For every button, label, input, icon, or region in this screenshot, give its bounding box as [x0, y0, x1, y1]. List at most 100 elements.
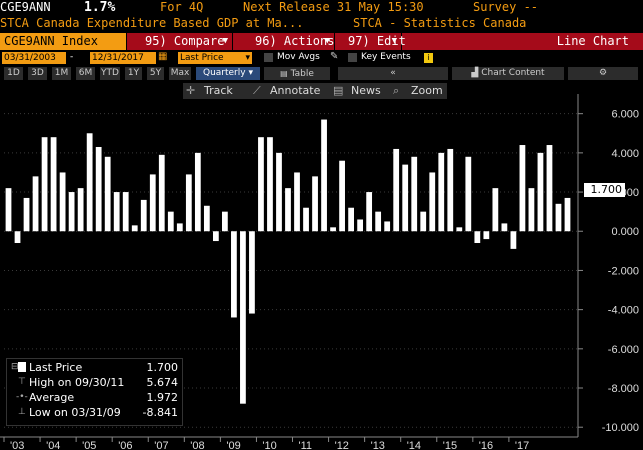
ticker: CGE9ANN	[0, 0, 51, 14]
chevron-down-icon: ▾	[245, 53, 250, 63]
chevron-down-icon: ▼	[391, 36, 397, 46]
bar	[95, 146, 102, 232]
annotate-icon[interactable]: ⟋	[253, 84, 261, 97]
bar	[465, 156, 472, 232]
security-description: STCA Canada Expenditure Based GDP at Ma.…	[0, 16, 304, 30]
range-1y[interactable]: 1Y	[125, 67, 142, 80]
bar	[5, 188, 12, 232]
bar	[303, 207, 309, 232]
chart-tools: ✛ Track ⟋ Annotate ▤ News ⌕ Zoom	[183, 83, 447, 99]
field-select[interactable]: Last Price ▾	[178, 52, 252, 64]
collapse-icon[interactable]: ⊟	[11, 362, 19, 372]
table-button[interactable]: ▤ Table	[264, 67, 330, 80]
current-value-tag: 1.700	[584, 183, 625, 197]
survey-label: Survey --	[473, 0, 539, 14]
crosshair-icon[interactable]: ✛	[186, 84, 196, 97]
legend-average-label: Average	[29, 391, 75, 404]
bar	[231, 231, 237, 318]
range-max[interactable]: Max	[169, 67, 191, 80]
calendar-icon[interactable]: ▦	[158, 51, 168, 62]
range-1d[interactable]: 1D	[4, 67, 23, 80]
bar	[384, 221, 391, 232]
edit-button[interactable]: 97) Edit ▼	[344, 33, 406, 50]
frequency-select[interactable]: Quarterly ▾	[196, 67, 260, 80]
zoom-icon[interactable]: ⌕	[393, 84, 400, 97]
bar	[312, 176, 318, 232]
bar-chart: 6.0004.0002.0000.000-2.000-4.000-6.000-8…	[0, 94, 639, 450]
bar	[113, 192, 120, 232]
bar	[167, 211, 174, 232]
news-button[interactable]: News	[351, 84, 381, 97]
compare-button[interactable]: 95) Compare ▼	[141, 33, 233, 50]
y-tick-label: -6.000	[608, 344, 639, 356]
bar	[41, 137, 48, 232]
chart-legend: ⊟ Last Price 1.700 ⊤ High on 09/30/11 5.…	[6, 358, 183, 426]
bar	[483, 231, 490, 240]
info-icon[interactable]: i	[424, 53, 433, 63]
range-5y[interactable]: 5Y	[147, 67, 164, 80]
track-button[interactable]: Track	[204, 84, 233, 97]
average-marker-icon: -•-	[16, 392, 28, 402]
chart-content-button[interactable]: ▟ Chart Content	[452, 67, 564, 80]
range-ytd[interactable]: YTD	[100, 67, 120, 80]
x-tick-label: '05	[82, 440, 96, 450]
settings-button[interactable]: ⚙	[568, 67, 638, 80]
zoom-button[interactable]: Zoom	[411, 84, 443, 97]
annotate-button[interactable]: Annotate	[270, 84, 321, 97]
bar	[59, 172, 66, 232]
range-1m[interactable]: 1M	[52, 67, 71, 80]
end-date-input[interactable]: 12/31/2017	[90, 52, 156, 64]
data-source: STCA - Statistics Canada	[353, 16, 527, 30]
function-bar: CGE9ANN Index 95) Compare ▼ 96) Actions ▼ …	[0, 33, 643, 50]
bar	[285, 188, 291, 232]
bar	[420, 211, 427, 232]
bar	[375, 211, 382, 232]
period-label: For 4Q	[160, 0, 204, 14]
y-tick-label: -2.000	[608, 265, 639, 277]
x-tick-label: '14	[407, 440, 421, 450]
bar	[357, 219, 364, 232]
bar	[519, 145, 526, 232]
legend-low-value: -8.841	[142, 406, 178, 419]
range-toolbar: 1D 3D 1M 6M YTD 1Y 5Y Max Quarterly ▾ ▤ …	[0, 66, 643, 81]
legend-low-label: Low on 03/31/09	[29, 406, 121, 419]
index-field[interactable]: CGE9ANN Index	[0, 33, 127, 50]
y-tick-label: -8.000	[608, 383, 639, 395]
chart-type-label: Line Chart	[556, 34, 629, 48]
actions-button[interactable]: 96) Actions ▼	[251, 33, 335, 50]
gear-icon: ⚙	[598, 68, 608, 78]
x-tick-label: '08	[190, 440, 204, 450]
range-6m[interactable]: 6M	[76, 67, 95, 80]
y-tick-label: 6.000	[611, 109, 639, 121]
pencil-icon[interactable]: ✎	[330, 51, 339, 62]
bar	[330, 227, 336, 232]
x-tick-label: '13	[371, 440, 385, 450]
high-marker-icon: ⊤	[18, 377, 26, 387]
bar	[339, 160, 345, 232]
news-icon[interactable]: ▤	[333, 84, 344, 97]
bar	[564, 197, 571, 232]
bar	[131, 225, 138, 232]
bar	[149, 174, 156, 232]
start-date-input[interactable]: 03/31/2003	[2, 52, 66, 64]
header-row: CGE9ANN 1.7% For 4Q Next Release 31 May …	[0, 0, 643, 16]
next-release: Next Release 31 May 15:30	[243, 0, 424, 14]
bar	[456, 227, 463, 232]
legend-average-value: 1.972	[146, 391, 179, 404]
bar	[402, 164, 409, 232]
bar	[267, 137, 273, 232]
y-tick-label: -4.000	[608, 305, 639, 317]
x-tick-label: '03	[10, 440, 24, 450]
key-events-checkbox[interactable]	[348, 53, 357, 62]
bar	[546, 145, 553, 232]
bar	[32, 176, 39, 232]
collapse-button[interactable]: «	[338, 67, 448, 80]
mov-avgs-checkbox[interactable]	[264, 53, 273, 62]
bar	[537, 152, 544, 232]
bar	[50, 137, 57, 232]
bar	[258, 137, 264, 232]
x-tick-label: '09	[226, 440, 240, 450]
table-icon: ▤	[280, 69, 288, 78]
bar	[429, 172, 436, 232]
range-3d[interactable]: 3D	[28, 67, 47, 80]
